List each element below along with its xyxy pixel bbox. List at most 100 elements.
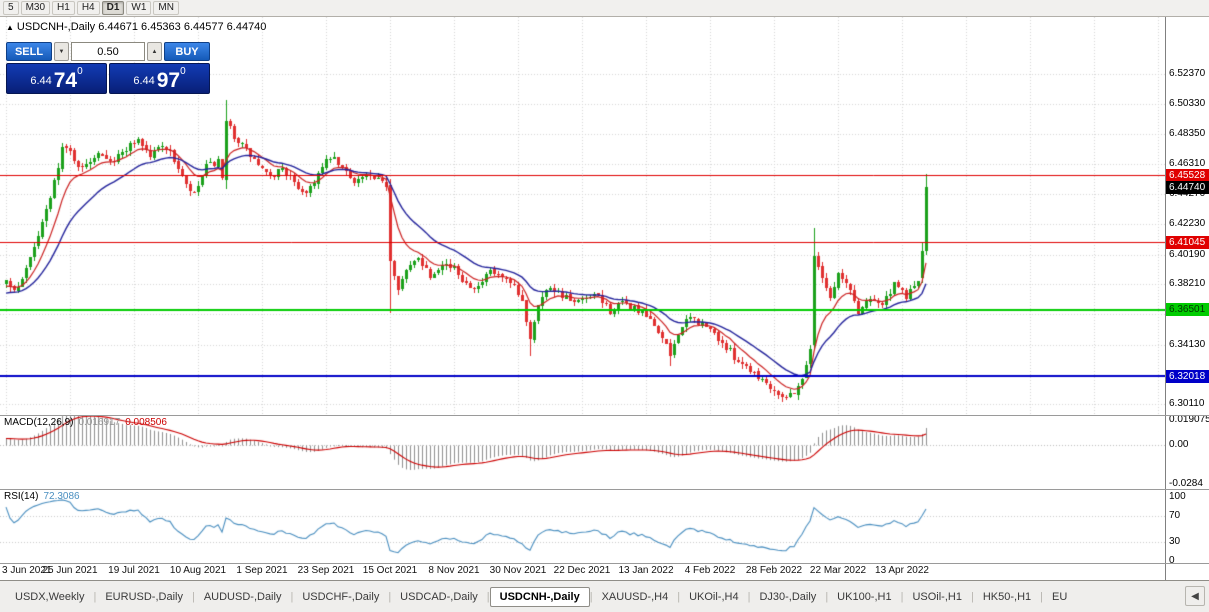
tab-separator: |: [900, 590, 904, 603]
tab-separator: |: [388, 590, 392, 603]
tab-separator: |: [191, 590, 195, 603]
time-scale[interactable]: 3 Jun 2021 25 Jun 2021 19 Jul 2021 10 Aug 2…: [0, 563, 1165, 580]
timeframe-button-d1[interactable]: D1: [101, 1, 125, 15]
lot-increase-button[interactable]: ▲: [147, 42, 162, 61]
macd-panel-canvas[interactable]: [0, 415, 1165, 489]
rsi-tick-label: 0: [1169, 555, 1175, 566]
date-label: 13 Jan 2022: [618, 565, 674, 576]
one-click-trade-panel: SELL ▼ ▲ BUY 6.44 74 0 6.44 97 0: [6, 42, 210, 94]
tab-separator: |: [486, 590, 490, 603]
trade-panel-controls: SELL ▼ ▲ BUY: [6, 42, 210, 61]
sell-price-sup: 0: [77, 66, 83, 77]
timeframe-button-5[interactable]: 5: [3, 1, 19, 15]
bottom-tab-uk100-h1[interactable]: UK100-,H1: [837, 590, 892, 603]
rsi-header: RSI(14) 72.3086: [4, 491, 80, 502]
bottom-tab-eu[interactable]: EU: [1051, 590, 1068, 603]
buy-price-base: 6.44: [133, 75, 155, 87]
date-label: 13 Apr 2022: [875, 565, 929, 576]
date-label: 25 Jun 2021: [42, 565, 98, 576]
rsi-name: RSI(14): [4, 491, 39, 502]
lot-decrease-button[interactable]: ▼: [54, 42, 69, 61]
tab-separator: |: [825, 590, 829, 603]
date-label: 3 Jun 2021: [2, 565, 52, 576]
current-price-badge: 6.44740: [1166, 180, 1209, 194]
time-axis-divider: [0, 563, 1209, 564]
tab-separator: |: [747, 590, 751, 603]
price-tick-label: 6.34130: [1169, 338, 1206, 350]
price-tick-label: 6.48350: [1169, 127, 1206, 139]
chevron-down-icon: ▼: [58, 48, 65, 55]
tab-separator: |: [677, 590, 681, 603]
chart-plot-area: ▲ USDCNH-,Daily 6.44671 6.45363 6.44577 6…: [0, 17, 1165, 580]
price-tick-label: 6.38210: [1169, 278, 1206, 290]
lot-size-input[interactable]: [71, 42, 145, 61]
trade-panel-prices: 6.44 74 0 6.44 97 0: [6, 63, 210, 94]
bottom-tab-usoil-h1[interactable]: USOil-,H1: [912, 590, 962, 603]
price-tick-label: 6.46310: [1169, 157, 1206, 169]
sell-price-big: 74: [53, 69, 78, 92]
sell-button[interactable]: SELL: [6, 42, 52, 61]
level-price-badge: 6.45528: [1166, 168, 1209, 182]
date-label: 30 Nov 2021: [489, 565, 547, 576]
buy-price-button[interactable]: 6.44 97 0: [109, 63, 210, 94]
rsi-panel-splitter[interactable]: [0, 489, 1209, 490]
tab-separator: |: [93, 590, 97, 603]
timeframe-button-h4[interactable]: H4: [76, 1, 100, 15]
date-label: 10 Aug 2021: [169, 565, 227, 576]
bottom-tab-hk50-h1[interactable]: HK50-,H1: [982, 590, 1032, 603]
bottom-tab-xauusd-h4[interactable]: XAUUSD-,H4: [601, 590, 669, 603]
tab-separator: |: [970, 590, 974, 603]
arrow-left-icon: ◀: [1191, 590, 1199, 602]
buy-price-sup: 0: [180, 66, 186, 77]
date-label: 15 Oct 2021: [362, 565, 418, 576]
price-tick-label: 6.42230: [1169, 218, 1206, 230]
sell-price-base: 6.44: [30, 75, 52, 87]
rsi-tick-label: 70: [1169, 510, 1181, 522]
bottom-tab-usdcad-daily[interactable]: USDCAD-,Daily: [400, 590, 478, 603]
sell-price-button[interactable]: 6.44 74 0: [6, 63, 107, 94]
chart-ohlc-header: ▲ USDCNH-,Daily 6.44671 6.45363 6.44577 6…: [6, 21, 266, 33]
price-tick-label: 6.30110: [1169, 398, 1205, 410]
macd-header: MACD(12,26,9) 0.016917 0.008506: [4, 417, 167, 428]
date-label: 23 Sep 2021: [297, 565, 355, 576]
bottom-tab-usdcnh-daily[interactable]: USDCNH-,Daily: [489, 586, 590, 607]
bottom-tab-usdchf-daily[interactable]: USDCHF-,Daily: [302, 590, 380, 603]
bottom-tab-ukoil-h4[interactable]: UKOil-,H4: [689, 590, 739, 603]
chart-ohlc-text: USDCNH-,Daily 6.44671 6.45363 6.44577 6.…: [16, 21, 267, 33]
tab-separator: |: [589, 590, 593, 603]
price-tick-label: 6.50330: [1169, 98, 1206, 110]
chart-tab-bar: USDX,Weekly | EURUSD-,Daily | AUDUSD-,Daily |…: [0, 580, 1209, 612]
price-tick-label: 6.52370: [1169, 67, 1206, 79]
rsi-panel-canvas[interactable]: [0, 489, 1165, 563]
macd-tick-label: 0.00: [1169, 439, 1189, 451]
timeframe-toolbar: 5 M30 H1 H4 D1 W1 MN: [0, 0, 1209, 17]
bottom-tab-usdx-weekly[interactable]: USDX,Weekly: [15, 590, 85, 603]
bottom-tab-eurusd-daily[interactable]: EURUSD-,Daily: [105, 590, 183, 603]
macd-value-main: 0.016917: [78, 417, 121, 428]
tab-scroll-left-button[interactable]: ◀: [1185, 586, 1205, 606]
date-label: 4 Feb 2022: [684, 565, 736, 576]
bottom-tab-dj30-daily[interactable]: DJ30-,Daily: [759, 590, 817, 603]
timeframe-button-h1[interactable]: H1: [52, 1, 75, 15]
level-price-badge: 6.41045: [1166, 235, 1209, 249]
macd-name: MACD(12,26,9): [4, 417, 74, 428]
tab-separator: |: [1040, 590, 1043, 603]
price-scale[interactable]: 6.523706.503306.483506.463106.442706.422…: [1165, 17, 1209, 580]
bottom-tab-audusd-daily[interactable]: AUDUSD-,Daily: [203, 590, 282, 603]
timeframe-button-w1[interactable]: W1: [126, 1, 152, 15]
date-label: 19 Jul 2021: [108, 565, 160, 576]
level-price-badge: 6.36501: [1166, 303, 1209, 317]
timeframe-button-mn[interactable]: MN: [153, 1, 179, 15]
one-click-panel-toggle-icon[interactable]: ▲: [6, 23, 14, 32]
date-label: 1 Sep 2021: [236, 565, 288, 576]
buy-button[interactable]: BUY: [164, 42, 210, 61]
macd-panel-splitter[interactable]: [0, 415, 1209, 416]
price-tick-label: 6.40190: [1169, 248, 1206, 260]
macd-value-signal: 0.008506: [125, 417, 167, 428]
rsi-tick-label: 30: [1169, 535, 1181, 547]
rsi-value: 72.3086: [43, 491, 80, 502]
timeframe-button-m30[interactable]: M30: [20, 1, 51, 15]
macd-tick-label: -0.0284: [1169, 477, 1203, 489]
tab-separator: |: [290, 590, 294, 603]
